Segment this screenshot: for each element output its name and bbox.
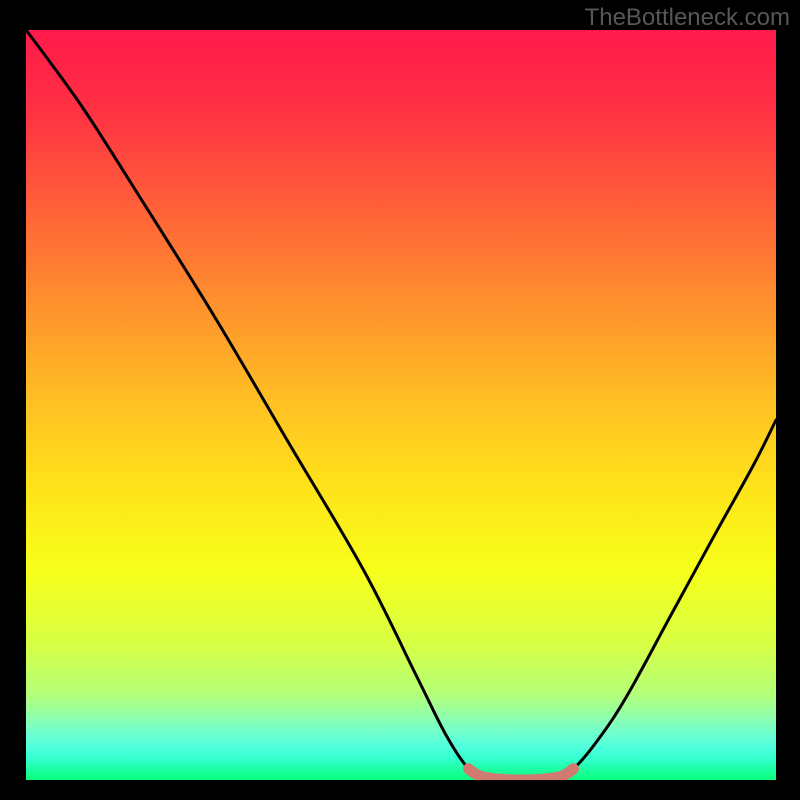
optimal-range-highlight <box>469 769 574 780</box>
gradient-background <box>26 30 776 780</box>
bottleneck-curve <box>26 30 776 780</box>
watermark-text: TheBottleneck.com <box>585 4 790 32</box>
plot-area <box>26 30 776 780</box>
chart-svg <box>26 30 776 780</box>
